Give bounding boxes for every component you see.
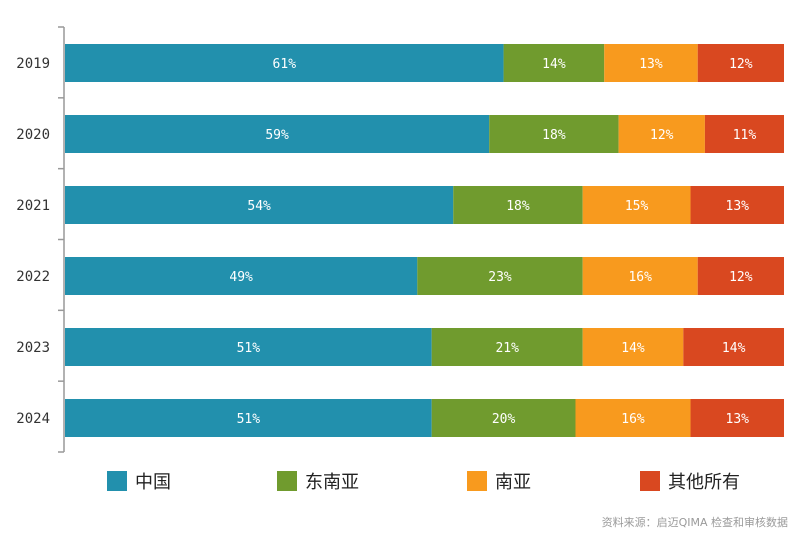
bar-segment — [575, 399, 691, 437]
y-tick-label: 2020 — [16, 127, 50, 143]
source-note: 资料来源：启迈QIMA 检查和审核数据 — [602, 515, 788, 529]
bar-segment — [690, 186, 784, 224]
y-tick-label: 2021 — [16, 198, 50, 214]
bar-segment — [683, 328, 784, 366]
bar-segment — [582, 186, 691, 224]
data-label: 13% — [639, 57, 663, 72]
y-tick-label: 2024 — [16, 411, 50, 427]
bar-segment — [65, 399, 432, 437]
data-label: 14% — [621, 341, 645, 356]
legend: 中国 东南亚 南亚 其他所有 — [107, 471, 740, 493]
bar-segment — [697, 257, 784, 295]
data-label: 18% — [542, 128, 566, 143]
data-label: 20% — [492, 412, 516, 427]
bar-segment — [65, 257, 418, 295]
data-label: 12% — [729, 270, 753, 285]
data-label: 49% — [229, 270, 253, 285]
data-label: 13% — [726, 199, 750, 214]
bar-segment — [503, 44, 605, 82]
bar-segment — [704, 115, 784, 153]
data-label: 61% — [273, 57, 297, 72]
legend-label: 南亚 — [495, 472, 531, 493]
bar-segment — [697, 44, 784, 82]
data-label: 51% — [237, 412, 261, 427]
data-label: 51% — [237, 341, 261, 356]
bar-segment — [65, 44, 504, 82]
legend-label: 东南亚 — [305, 472, 359, 493]
y-tick-label: 2022 — [16, 269, 50, 285]
data-label: 59% — [265, 128, 289, 143]
data-label: 54% — [247, 199, 271, 214]
bar-segment — [65, 115, 490, 153]
bar-labels-group: 61% 14% 13% 12% 59% 18% 12% 11% 54% 18% 15% 13% 49% 2… — [229, 57, 756, 427]
bar-segment — [604, 44, 698, 82]
data-label: 16% — [621, 412, 645, 427]
y-tick-label: 2023 — [16, 340, 50, 356]
bar-segment — [417, 257, 583, 295]
y-axis-ticks: 2019 2020 2021 2022 2023 2024 — [16, 26, 64, 453]
bar-segment — [690, 399, 784, 437]
bar-segment — [65, 186, 454, 224]
bar-segment — [431, 328, 583, 366]
bar-segment — [453, 186, 583, 224]
legend-swatch — [277, 471, 297, 491]
data-label: 23% — [488, 270, 512, 285]
y-tick-label: 2019 — [16, 56, 50, 72]
legend-swatch — [107, 471, 127, 491]
legend-swatch — [467, 471, 487, 491]
bar-segment — [582, 257, 698, 295]
bar-segment — [618, 115, 705, 153]
data-label: 11% — [733, 128, 757, 143]
data-label: 14% — [722, 341, 746, 356]
data-label: 13% — [726, 412, 750, 427]
bar-segment — [582, 328, 684, 366]
legend-label: 中国 — [135, 472, 171, 493]
data-label: 15% — [625, 199, 649, 214]
bar-segment — [65, 328, 432, 366]
bar-segment — [431, 399, 576, 437]
bar-segment — [489, 115, 619, 153]
data-label: 14% — [542, 57, 566, 72]
data-label: 16% — [628, 270, 652, 285]
data-label: 12% — [729, 57, 753, 72]
legend-swatch — [640, 471, 660, 491]
bars-group — [65, 44, 784, 437]
data-label: 12% — [650, 128, 674, 143]
legend-label: 其他所有 — [668, 472, 740, 493]
data-label: 18% — [506, 199, 530, 214]
data-label: 21% — [495, 341, 519, 356]
